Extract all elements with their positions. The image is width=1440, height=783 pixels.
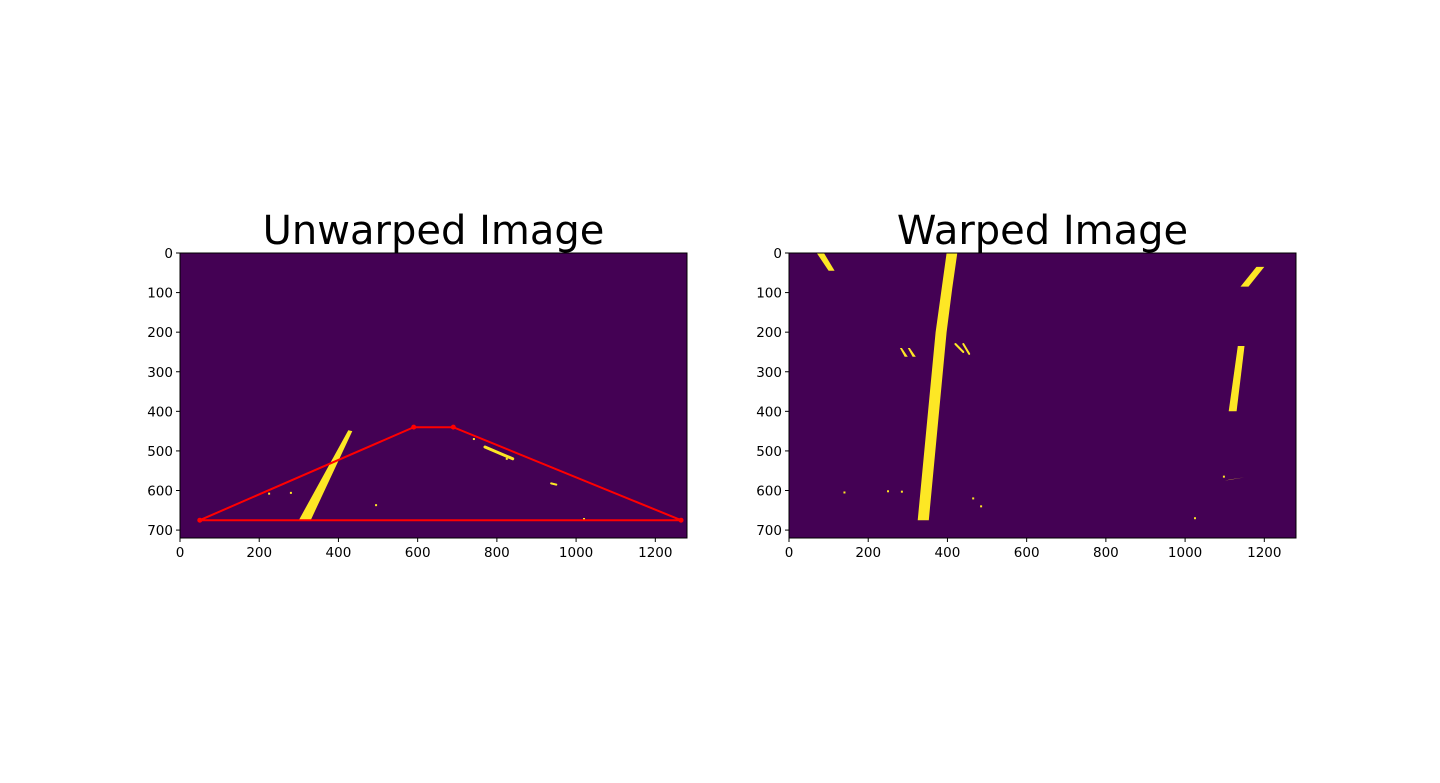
x-tick-label: 800 [1093, 545, 1119, 561]
lane-pixels [816, 253, 835, 271]
subplot-title: Unwarped Image [263, 208, 605, 254]
y-tick-label: 700 [756, 523, 782, 539]
x-tick-label: 400 [326, 545, 352, 561]
lane-pixels [1224, 477, 1245, 481]
axes-frame [788, 252, 1297, 539]
lane-pixels [954, 343, 965, 353]
polygon-vertex [450, 424, 456, 430]
polygon-vertex [197, 517, 203, 523]
plot-area: 0 200 400 600 800 1000 1200 0 100 200 300 400 500 600… [147, 246, 688, 561]
lane-speck [472, 438, 475, 441]
lane-speck [1222, 475, 1225, 478]
x-tick-label: 1000 [559, 545, 593, 561]
lane-pixels [962, 343, 971, 355]
lane-speck [583, 518, 586, 520]
y-tick-label: 400 [147, 404, 173, 420]
lane-speck [505, 457, 508, 460]
plot-area: 0 200 400 600 800 1000 1200 0 100 200 300 400 500 600… [756, 246, 1297, 561]
y-tick-label: 200 [756, 325, 782, 341]
lane-speck [268, 492, 271, 495]
y-tick-label: 200 [147, 325, 173, 341]
lane-speck [972, 497, 975, 500]
y-tick-label: 600 [147, 484, 173, 500]
subplot-warped: Warped Image 0 200 400 600 800 1000 1200 0 100 20… [756, 208, 1297, 561]
x-tick-label: 600 [405, 545, 431, 561]
y-tick-label: 0 [164, 246, 173, 262]
lane-pixels [483, 445, 515, 461]
lane-pixels [917, 253, 958, 521]
x-tick-label: 400 [935, 545, 961, 561]
lane-speck [900, 490, 903, 493]
y-tick-label: 0 [773, 246, 782, 262]
lane-speck [980, 505, 983, 508]
lane-speck [887, 490, 890, 493]
lane-speck [289, 491, 292, 494]
x-tick-label: 1000 [1168, 545, 1202, 561]
axes-frame [179, 252, 688, 539]
y-tick-label: 100 [756, 286, 782, 302]
x-tick-label: 0 [785, 545, 794, 561]
subplot-unwarped: Unwarped Image 0 200 400 600 800 1000 1200 0 100… [147, 208, 688, 561]
x-tick-label: 0 [176, 545, 185, 561]
y-tick-label: 500 [756, 444, 782, 460]
lane-speck [375, 504, 378, 507]
y-tick-label: 400 [756, 404, 782, 420]
y-tick-label: 600 [756, 484, 782, 500]
x-tick-label: 1200 [1247, 545, 1281, 561]
y-tick-label: 100 [147, 286, 173, 302]
x-tick-label: 1200 [638, 545, 672, 561]
polygon-vertex [411, 424, 417, 430]
x-tick-label: 800 [484, 545, 510, 561]
lane-pixels [907, 348, 916, 357]
y-tick-label: 300 [147, 365, 173, 381]
polygon-vertex [678, 517, 684, 523]
y-tick-label: 700 [147, 523, 173, 539]
lane-pixels [550, 482, 558, 486]
y-tick-label: 300 [756, 365, 782, 381]
x-tick-label: 200 [855, 545, 881, 561]
x-tick-label: 200 [246, 545, 272, 561]
lane-pixels [298, 430, 353, 521]
lane-speck [1193, 517, 1196, 520]
x-tick-label: 600 [1014, 545, 1040, 561]
y-tick-label: 500 [147, 444, 173, 460]
image-background [789, 253, 1296, 538]
lane-pixels [899, 348, 908, 357]
lane-pixels [1240, 266, 1265, 287]
subplot-title: Warped Image [897, 208, 1188, 254]
lane-speck [843, 491, 846, 494]
image-background [180, 253, 687, 538]
lane-pixels [1228, 346, 1245, 412]
